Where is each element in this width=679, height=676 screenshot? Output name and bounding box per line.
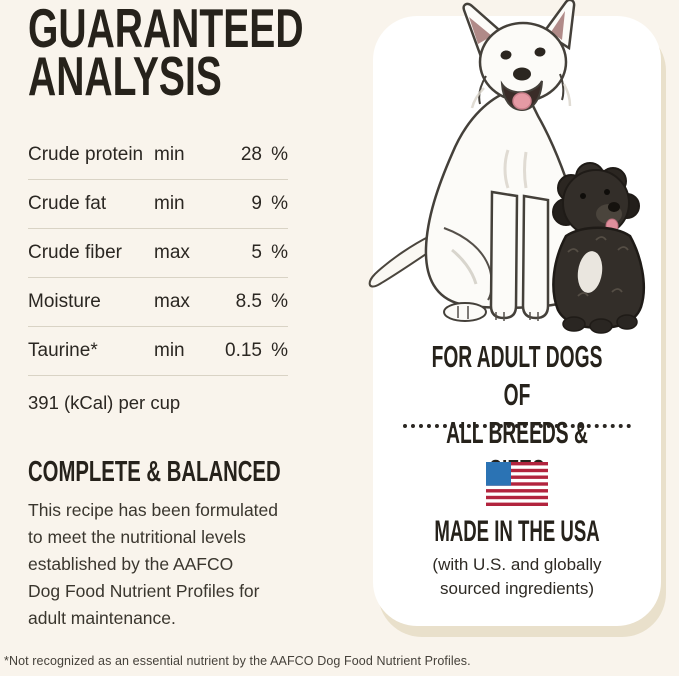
aafco-footnote: *Not recognized as an essential nutrient… [4, 654, 471, 668]
unit-label: % [271, 242, 288, 263]
complete-balanced-title: COMPLETE & BALANCED [28, 456, 281, 488]
nutrient-label: Moisture [28, 291, 101, 312]
dotted-divider [403, 424, 631, 428]
nutrient-label: Crude fiber [28, 242, 122, 263]
nutrient-label: Crude protein [28, 144, 144, 165]
analysis-row: Crude fiber max 5 % [28, 229, 288, 278]
value-label: 0.15 [225, 340, 262, 361]
basis-label: min [154, 340, 185, 361]
guaranteed-analysis-table: Crude protein min 28 % Crude fat min 9 %… [28, 131, 288, 376]
basis-label: max [154, 291, 190, 312]
guaranteed-analysis-title: GUARANTEED ANALYSIS [28, 0, 304, 107]
complete-balanced-body: This recipe has been formulated to meet … [28, 500, 278, 628]
unit-label: % [271, 144, 288, 165]
basis-label: min [154, 144, 185, 165]
calories-per-cup: 391 (kCal) per cup [28, 392, 181, 413]
unit-label: % [271, 193, 288, 214]
nutrient-label: Taurine* [28, 340, 98, 361]
value-label: 5 [251, 242, 262, 263]
analysis-row: Taurine* min 0.15 % [28, 327, 288, 376]
analysis-row: Crude fat min 9 % [28, 180, 288, 229]
sourcing-note: (with U.S. and globally sourced ingredie… [432, 555, 602, 598]
adult-dogs-card-content: FOR ADULT DOGS OF ALL BREEDS & SIZES MAD… [373, 16, 661, 626]
unit-label: % [271, 340, 288, 361]
value-label: 8.5 [235, 291, 262, 312]
unit-label: % [271, 291, 288, 312]
value-label: 9 [251, 193, 262, 214]
nutrient-label: Crude fat [28, 193, 107, 214]
analysis-row: Crude protein min 28 % [28, 131, 288, 180]
analysis-row: Moisture max 8.5 % [28, 278, 288, 327]
basis-label: max [154, 242, 190, 263]
value-label: 28 [240, 144, 262, 165]
basis-label: min [154, 193, 185, 214]
made-in-usa-label: MADE IN THE USA [434, 515, 600, 548]
us-flag-icon [486, 462, 548, 506]
